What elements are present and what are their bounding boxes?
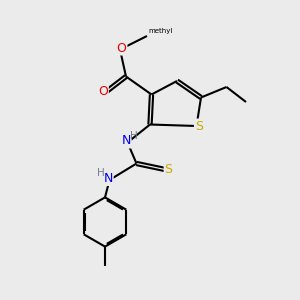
Text: methyl: methyl [148,28,173,34]
Text: N: N [121,134,131,148]
Text: O: O [98,85,108,98]
Text: S: S [165,163,172,176]
Text: H: H [97,167,105,178]
Text: S: S [195,119,203,133]
Text: H: H [130,131,138,141]
Text: N: N [103,172,113,185]
Text: O: O [117,41,126,55]
